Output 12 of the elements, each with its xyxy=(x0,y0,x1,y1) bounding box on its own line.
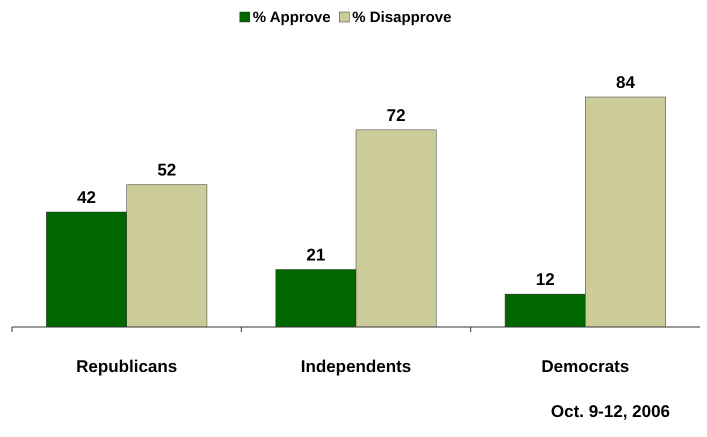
data-label: 52 xyxy=(157,160,176,180)
data-label: 84 xyxy=(616,73,636,92)
data-label: 42 xyxy=(77,188,96,207)
x-tick-label: Republicans xyxy=(76,357,178,376)
data-label: 72 xyxy=(386,106,406,125)
text: Oct. 9-12, 2006 xyxy=(550,402,670,421)
x-tick-label: Democrats xyxy=(541,357,630,376)
legend-label: % Approve xyxy=(252,9,331,26)
data-label: 21 xyxy=(306,246,326,264)
x-tick-label: Independents xyxy=(300,357,412,376)
data-label: 12 xyxy=(536,270,555,290)
legend-label: % Disapprove xyxy=(352,9,452,26)
